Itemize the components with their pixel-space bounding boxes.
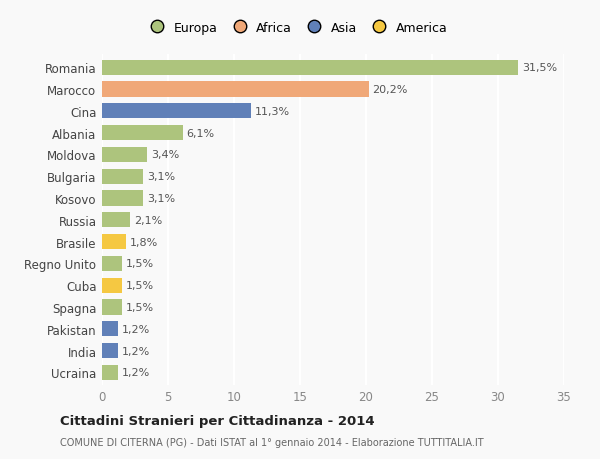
Text: 1,8%: 1,8%	[130, 237, 158, 247]
Text: 1,2%: 1,2%	[122, 368, 150, 377]
Text: 3,1%: 3,1%	[147, 194, 175, 204]
Text: 1,5%: 1,5%	[126, 259, 154, 269]
Bar	[102, 82, 368, 97]
Bar	[102, 235, 126, 250]
Text: 3,4%: 3,4%	[151, 150, 179, 160]
Bar	[102, 61, 518, 76]
Text: 11,3%: 11,3%	[255, 106, 290, 117]
Bar	[102, 104, 251, 119]
Text: Cittadini Stranieri per Cittadinanza - 2014: Cittadini Stranieri per Cittadinanza - 2…	[60, 414, 374, 428]
Bar	[102, 213, 130, 228]
Bar	[102, 365, 118, 380]
Legend: Europa, Africa, Asia, America: Europa, Africa, Asia, America	[145, 22, 448, 34]
Text: 2,1%: 2,1%	[134, 215, 162, 225]
Bar	[102, 278, 122, 293]
Bar	[102, 169, 143, 185]
Text: COMUNE DI CITERNA (PG) - Dati ISTAT al 1° gennaio 2014 - Elaborazione TUTTITALIA: COMUNE DI CITERNA (PG) - Dati ISTAT al 1…	[60, 437, 484, 447]
Bar	[102, 147, 147, 162]
Text: 20,2%: 20,2%	[373, 85, 408, 95]
Text: 3,1%: 3,1%	[147, 172, 175, 182]
Text: 1,2%: 1,2%	[122, 346, 150, 356]
Bar	[102, 256, 122, 271]
Text: 31,5%: 31,5%	[522, 63, 557, 73]
Text: 6,1%: 6,1%	[187, 129, 215, 138]
Bar	[102, 321, 118, 336]
Bar	[102, 191, 143, 206]
Bar	[102, 343, 118, 358]
Text: 1,5%: 1,5%	[126, 280, 154, 291]
Bar	[102, 126, 182, 141]
Text: 1,2%: 1,2%	[122, 324, 150, 334]
Bar	[102, 300, 122, 315]
Text: 1,5%: 1,5%	[126, 302, 154, 312]
